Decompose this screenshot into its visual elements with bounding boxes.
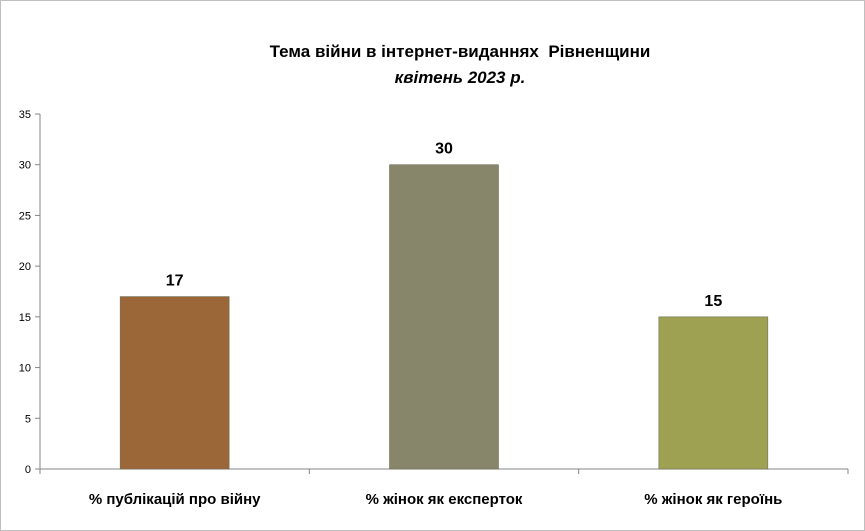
y-tick-label: 20 <box>19 261 31 273</box>
y-tick-label: 35 <box>19 109 31 121</box>
x-category-label: % публікацій про війну <box>89 491 261 508</box>
chart-subtitle: квітень 2023 р. <box>394 68 526 87</box>
y-tick-label: 30 <box>19 160 31 172</box>
data-label: 17 <box>166 273 184 290</box>
y-tick-label: 15 <box>19 312 31 324</box>
bar <box>119 296 230 470</box>
label-group: 17 % публікацій про війну 30 % жінок як екс… <box>89 141 783 508</box>
data-label: 30 <box>435 141 453 158</box>
bar-group <box>119 164 769 470</box>
y-tick-label: 25 <box>19 210 31 222</box>
y-tick-label: 5 <box>25 413 31 425</box>
x-category-label: % жінок як експерток <box>366 491 523 508</box>
bar <box>658 316 769 470</box>
x-category-label: % жінок як героїнь <box>644 491 782 508</box>
bar <box>389 164 499 470</box>
y-tick-label: 0 <box>25 464 31 476</box>
chart-title: Тема війни в інтернет-виданнях Рівненщин… <box>269 42 651 61</box>
data-label: 15 <box>704 293 722 310</box>
y-tick-label: 10 <box>19 363 31 375</box>
